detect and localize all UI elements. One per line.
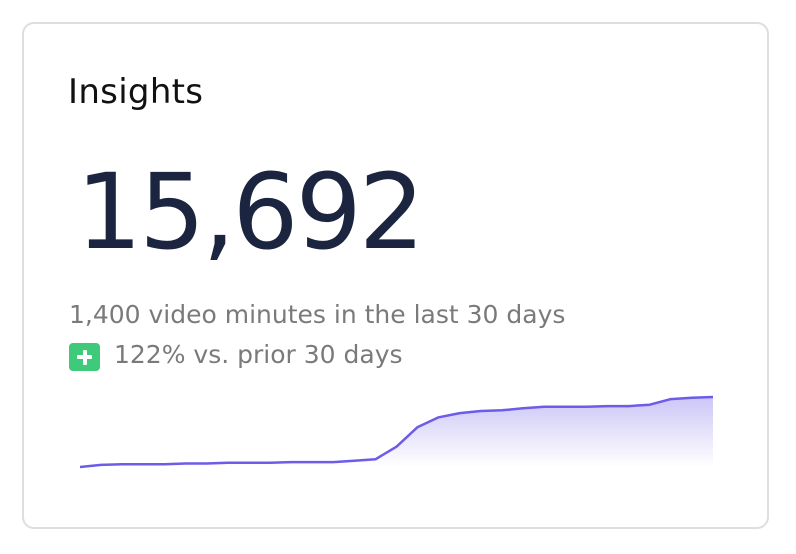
sparkline-line: [79, 395, 714, 469]
sparkline-area: [80, 397, 713, 467]
increase-icon: [69, 343, 100, 371]
metric-change: 122% vs. prior 30 days: [114, 340, 403, 369]
card-title: Insights: [68, 72, 204, 112]
metric-subtitle: 1,400 video minutes in the last 30 days: [69, 300, 566, 329]
metric-value: 15,692: [76, 151, 425, 273]
